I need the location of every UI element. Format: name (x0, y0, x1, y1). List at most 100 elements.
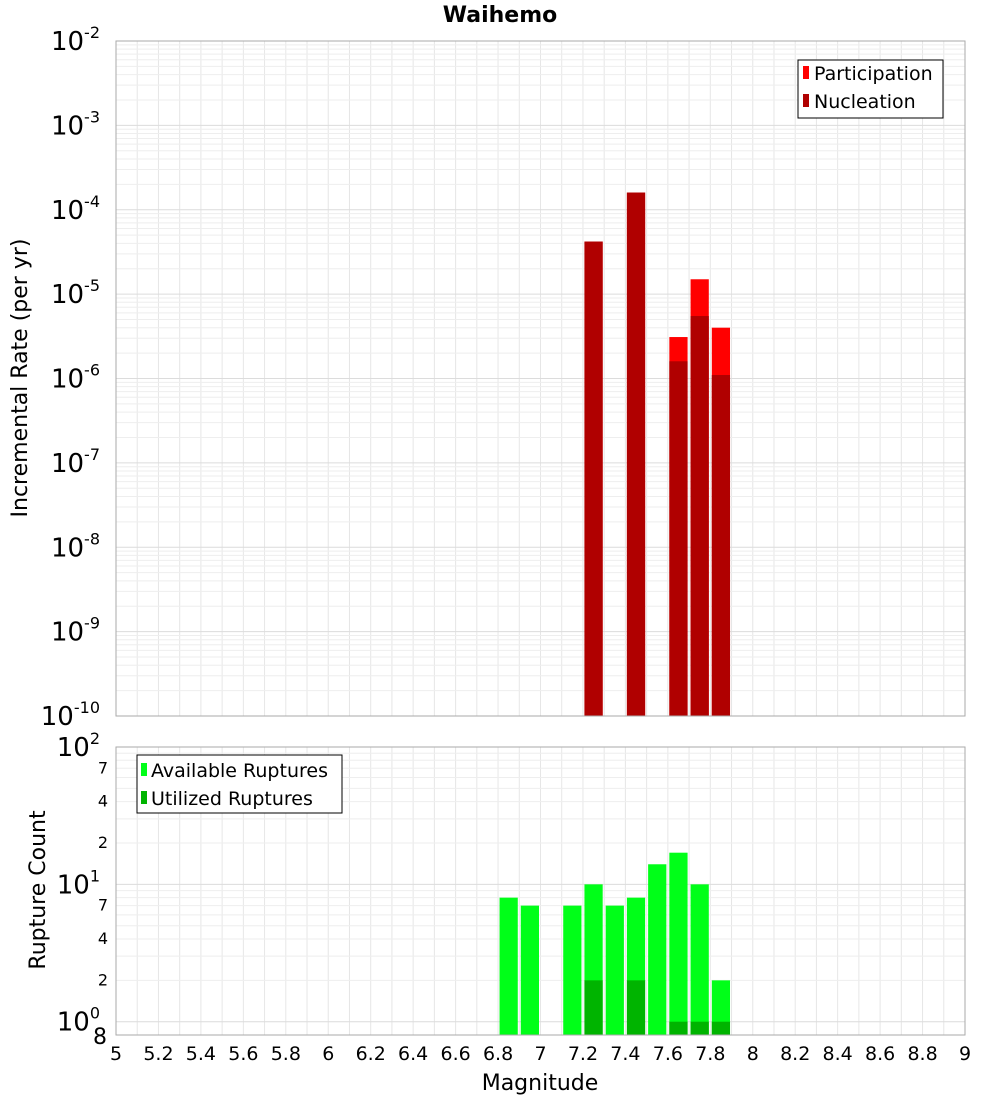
y-tick-label: 10-2 (51, 23, 100, 57)
series-utilized-ruptures (584, 980, 731, 1035)
y-tick-base: 10 (51, 196, 84, 226)
x-tick-label: 8 (747, 1043, 759, 1065)
y-tick-base: 10 (57, 1008, 90, 1038)
y-tick-label: 10-4 (51, 192, 100, 226)
legend-label: Available Ruptures (151, 760, 328, 782)
bar-nucleation (584, 241, 603, 717)
y-tick-label: 10-5 (51, 276, 100, 310)
bar-available-ruptures (563, 905, 582, 1035)
y-minor-tick-label: 4 (98, 929, 108, 948)
legend-swatch (803, 94, 809, 107)
x-tick-label: 7.8 (695, 1043, 725, 1065)
y-minor-tick-label: 2 (98, 833, 108, 852)
series-available-ruptures (499, 852, 731, 1035)
y-tick-exponent: -2 (84, 23, 100, 42)
bar-nucleation (669, 361, 688, 716)
y-tick-exponent: -10 (74, 698, 100, 717)
bar-utilized-ruptures (584, 980, 603, 1035)
y-tick-label: 10-7 (51, 445, 100, 479)
y-tick-label: 102 (57, 729, 100, 763)
y-tick-label: 10-3 (51, 107, 100, 141)
y-tick-base: 10 (51, 27, 84, 57)
y-tick-base: 10 (51, 280, 84, 310)
bar-available-ruptures (499, 897, 518, 1035)
legend: Available Ruptures Utilized Ruptures (136, 754, 343, 814)
bar-nucleation (626, 192, 646, 717)
x-tick-label: 7 (534, 1043, 546, 1065)
bar-available-ruptures (648, 864, 667, 1035)
x-tick-label: 5.4 (186, 1043, 216, 1065)
legend-box (136, 754, 343, 814)
y-minor-tick-label: 7 (98, 896, 108, 915)
legend-swatch (803, 66, 809, 79)
legend-label: Participation (814, 63, 933, 85)
x-tick-label: 5 (110, 1043, 122, 1065)
x-tick-label: 7.6 (653, 1043, 683, 1065)
x-tick-label: 6.6 (440, 1043, 470, 1065)
y-tick-exponent: -6 (84, 361, 100, 380)
bar-nucleation (711, 375, 731, 716)
x-tick-label: 8.4 (823, 1043, 853, 1065)
grid (115, 41, 966, 717)
x-tick-label: 6.4 (398, 1043, 428, 1065)
y-tick-base: 10 (41, 702, 74, 732)
legend-swatch (141, 763, 147, 776)
y-tick-label: 10-8 (51, 529, 100, 563)
x-tick-label: 5.8 (271, 1043, 301, 1065)
x-tick-label: 6.8 (483, 1043, 513, 1065)
y-tick-base: 10 (51, 365, 84, 395)
y-minor-tick-label: 4 (98, 792, 108, 811)
x-tick-label: 9 (959, 1043, 971, 1065)
y-tick-exponent: -8 (84, 529, 100, 548)
plot-border (115, 746, 966, 1036)
bar-available-ruptures (711, 980, 731, 1035)
y-minor-tick-label: 8 (93, 1025, 107, 1050)
top-y-axis-label: Incremental Rate (per yr) (8, 239, 33, 518)
y-tick-label: 10-9 (51, 614, 100, 648)
bar-utilized-ruptures (669, 1021, 688, 1035)
x-tick-label: 6.2 (356, 1043, 386, 1065)
rate-panel: 10-1010-910-810-710-610-510-410-310-2Par… (41, 23, 966, 732)
x-tick-label: 7.4 (610, 1043, 640, 1065)
y-tick-base: 10 (51, 111, 84, 141)
x-tick-label: 8.2 (780, 1043, 810, 1065)
legend-box (797, 59, 944, 119)
y-tick-label: 10-10 (41, 698, 100, 732)
bottom-y-axis-label: Rupture Count (26, 810, 51, 970)
bar-available-ruptures (690, 884, 709, 1035)
bar-utilized-ruptures (690, 1021, 709, 1035)
y-tick-base: 10 (51, 449, 84, 479)
x-tick-label: 5.2 (143, 1043, 173, 1065)
y-tick-exponent: -5 (84, 276, 100, 295)
y-tick-base: 10 (51, 533, 84, 563)
legend: Participation Nucleation (797, 59, 944, 119)
y-tick-label: 100 (57, 1004, 100, 1038)
legend-label: Nucleation (814, 91, 916, 113)
y-tick-exponent: -3 (84, 107, 100, 126)
x-tick-label: 8.8 (907, 1043, 937, 1065)
y-tick-exponent: 2 (90, 729, 100, 748)
bar-utilized-ruptures (711, 1021, 731, 1035)
bar-nucleation (690, 316, 709, 716)
legend-label: Utilized Ruptures (151, 788, 313, 810)
y-tick-base: 10 (51, 618, 84, 648)
y-tick-exponent: 0 (90, 1004, 100, 1023)
y-tick-exponent: -9 (84, 614, 100, 633)
x-axis-label: Magnitude (482, 1071, 599, 1096)
y-minor-tick-label: 7 (98, 758, 108, 777)
y-tick-exponent: -4 (84, 192, 100, 211)
chart-title: Waihemo (443, 3, 558, 28)
y-tick-label: 10-6 (51, 361, 100, 395)
y-tick-label: 101 (57, 866, 100, 900)
y-tick-base: 10 (57, 870, 90, 900)
series-nucleation (584, 192, 731, 717)
legend-swatch (141, 791, 147, 804)
x-tick-label: 6 (322, 1043, 334, 1065)
bar-available-ruptures (605, 905, 624, 1035)
x-tick-labels: 5 5.2 5.4 5.6 5.8 6 6.2 6.4 6.6 6.8 7 7.2 7.4 7.6 7.8 8… (110, 1043, 971, 1065)
y-tick-base: 10 (57, 733, 90, 763)
x-tick-label: 7.2 (568, 1043, 598, 1065)
bar-utilized-ruptures (626, 980, 646, 1035)
plot-border (115, 40, 966, 717)
bar-available-ruptures (520, 905, 539, 1035)
